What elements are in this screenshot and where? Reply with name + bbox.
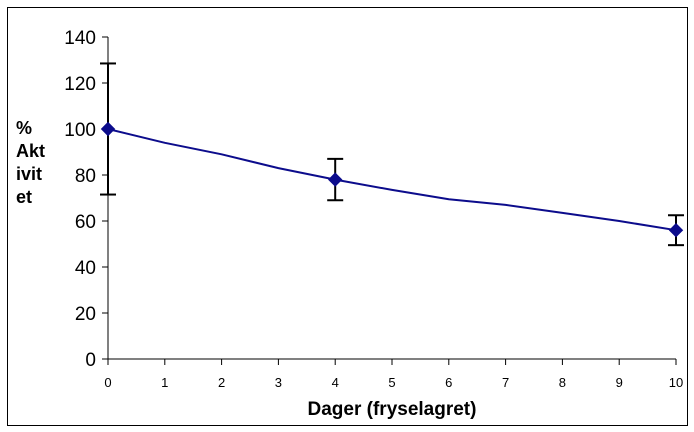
y-axis-label: % Akt ivit et	[16, 118, 45, 207]
data-point	[327, 172, 343, 187]
y-axis-label-line: ivit	[16, 164, 42, 184]
x-tick-label: 9	[616, 375, 623, 390]
x-tick-label: 7	[502, 375, 509, 390]
x-tick-label: 0	[104, 375, 111, 390]
data-point	[668, 222, 684, 238]
y-axis-label-line: Akt	[16, 141, 45, 161]
y-tick-label: 80	[75, 166, 96, 187]
y-tick-label: 60	[75, 212, 96, 233]
y-tick-label: 0	[85, 350, 96, 371]
x-tick-label: 5	[388, 375, 395, 390]
y-tick-label: 140	[64, 28, 96, 49]
chart-frame	[7, 7, 688, 426]
series-group	[100, 62, 684, 247]
x-tick-label: 10	[669, 375, 683, 390]
x-tick-label: 4	[332, 375, 339, 390]
series-line	[107, 128, 677, 232]
x-axis-label: Dager (fryselagret)	[308, 399, 477, 420]
y-tick-label: 120	[64, 74, 96, 95]
y-axis-label-line: %	[16, 118, 32, 138]
x-tick-label: 3	[275, 375, 282, 390]
x-tick-label: 6	[445, 375, 452, 390]
y-tick-label: 100	[64, 120, 96, 141]
x-tick-label: 2	[218, 375, 225, 390]
y-tick-label: 40	[75, 258, 96, 279]
data-point	[100, 121, 116, 137]
x-tick-label: 1	[161, 375, 168, 390]
y-axis-label-line: et	[16, 187, 32, 207]
x-axis: 0 1 2 3 4 5 6 7 8 9 10	[104, 358, 683, 390]
x-tick-label: 8	[559, 375, 566, 390]
y-tick-label: 20	[75, 304, 96, 325]
